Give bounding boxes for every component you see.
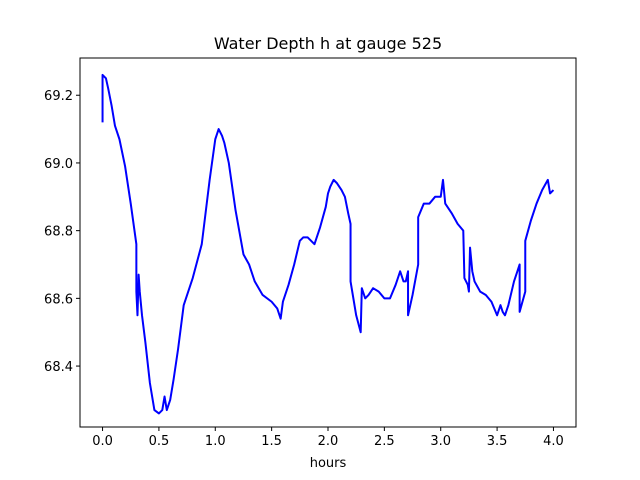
plot-area (101, 73, 555, 415)
x-tick-label: 3.0 (430, 434, 451, 449)
x-axis: 0.0 0.5 1.0 1.5 2.0 2.5 3.0 3.5 4.0 (92, 427, 564, 449)
y-tick-label: 69.0 (44, 157, 73, 172)
chart-title: Water Depth h at gauge 525 (214, 34, 442, 53)
x-tick-label: 2.5 (374, 434, 395, 449)
x-tick-label: 0.5 (149, 434, 170, 449)
y-tick-label: 68.8 (44, 225, 73, 240)
x-tick-label: 0.0 (92, 434, 113, 449)
x-tick-label: 1.5 (261, 434, 282, 449)
x-tick-label: 3.5 (487, 434, 508, 449)
x-tick-label: 4.0 (543, 434, 564, 449)
water-depth-series-line (101, 73, 555, 415)
x-tick-label: 1.0 (205, 434, 226, 449)
x-axis-label: hours (310, 456, 347, 471)
y-axis: 68.4 68.6 68.8 69.0 69.2 (44, 89, 80, 375)
y-tick-label: 68.6 (44, 292, 73, 307)
y-tick-label: 69.2 (44, 89, 73, 104)
y-tick-label: 68.4 (44, 360, 73, 375)
x-tick-label: 2.0 (318, 434, 339, 449)
